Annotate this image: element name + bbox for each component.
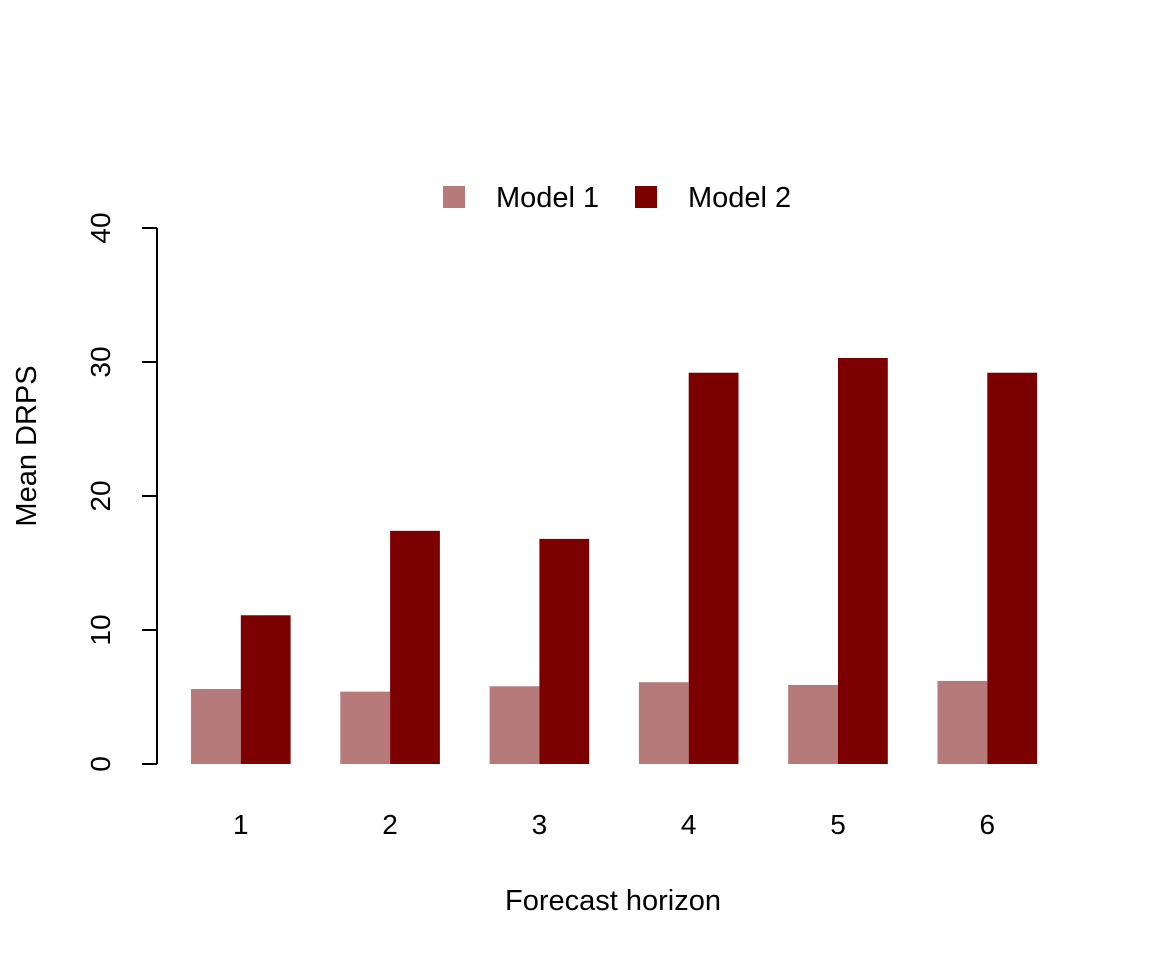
x-tick-labels: 1 2 3 4 5 6 [233,809,995,840]
bar-model-1-h4 [638,682,689,764]
y-tick-label: 0 [85,756,116,772]
bar-model-1-h5 [788,684,838,764]
x-tick-label: 1 [233,809,249,840]
bar-model-1-h2 [340,691,391,764]
bar-model-2-h1 [240,615,291,764]
legend-label: Model 2 [688,182,791,214]
y-tick-label: 40 [85,212,116,243]
bar-model-1-h1 [191,688,241,764]
y-tick-label: 30 [85,346,116,377]
legend-swatch-model-1 [443,186,465,208]
bar-model-2-h5 [838,357,888,764]
x-axis-title: Forecast horizon [505,885,721,917]
bar-model-1-h6 [937,680,988,764]
legend-swatch-model-2 [635,186,657,208]
y-axis: 0 10 20 30 40 [85,212,158,772]
x-tick-label: 5 [830,809,846,840]
x-tick-label: 6 [980,809,996,840]
y-tick-label: 20 [85,480,116,511]
legend: Model 1 Model 2 [443,182,791,214]
x-tick-label: 3 [532,809,548,840]
bar-model-2-h4 [688,372,739,764]
x-tick-label: 2 [382,809,398,840]
legend-label: Model 1 [496,182,599,214]
bar-model-2-h6 [987,372,1038,764]
bars [191,357,1038,764]
y-axis-title: Mean DRPS [11,365,43,526]
bar-model-2-h3 [539,538,590,764]
bar-model-1-h3 [489,686,540,764]
bar-model-2-h2 [390,530,440,764]
x-tick-label: 4 [681,809,697,840]
y-tick-label: 10 [85,614,116,645]
